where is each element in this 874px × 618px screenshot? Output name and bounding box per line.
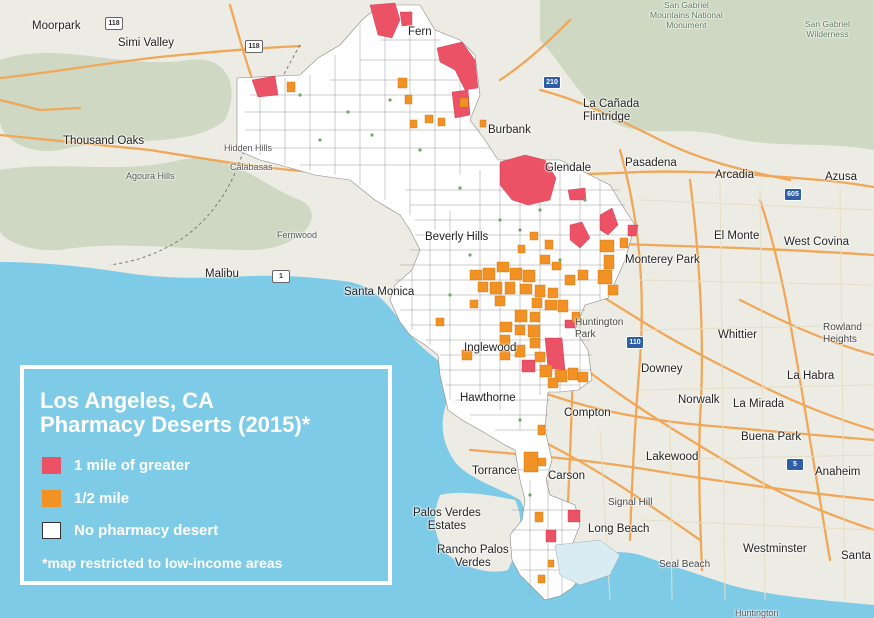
route-shield: 118 (105, 17, 123, 30)
place-label: Norwalk (678, 394, 720, 406)
legend-title-line2: Pharmacy Deserts (2015)* (40, 412, 311, 437)
place-label: Seal Beach (659, 559, 711, 570)
legend-label: 1/2 mile (74, 490, 130, 507)
route-shield: 5 (786, 458, 804, 471)
legend-swatch-half-mile (42, 490, 61, 507)
legend-title: Los Angeles, CA Pharmacy Deserts (2015)* (40, 389, 310, 437)
place-label: Monterey Park (625, 254, 700, 266)
place-label: Palos Verdes Estates (413, 507, 481, 533)
legend-label: 1 mile of greater (74, 457, 190, 474)
legend-item-one-mile: 1 mile of greater (42, 457, 190, 474)
place-label: Rowland Heights (823, 322, 862, 345)
place-label: Westminster (743, 543, 807, 555)
place-label: Buena Park (741, 431, 802, 443)
palos-verdes-land (434, 492, 521, 572)
map-legend: Los Angeles, CA Pharmacy Deserts (2015)*… (20, 365, 392, 585)
park-dots (298, 93, 587, 497)
place-label: Burbank (488, 124, 531, 136)
place-label: Malibu (205, 268, 239, 280)
place-label: Moorpark (32, 20, 81, 32)
legend-note: *map restricted to low-income areas (42, 555, 283, 571)
port-area (554, 539, 621, 586)
place-label: Santa (841, 550, 872, 562)
route-shield: 118 (245, 40, 263, 53)
place-label: Inglewood (464, 342, 517, 354)
route-shield: 210 (543, 76, 561, 89)
place-label: San Gabriel Mountains National Monument (650, 0, 723, 30)
place-label: Hawthorne (460, 392, 516, 404)
study-area (236, 4, 636, 601)
legend-swatch-one-mile (42, 457, 61, 474)
route-shield: 605 (784, 188, 802, 201)
place-label: Torrance (472, 465, 517, 477)
route-shield: 110 (626, 336, 644, 349)
place-label: Thousand Oaks (63, 135, 145, 147)
place-label: Carson (548, 470, 586, 482)
place-label: Rancho Palos Verdes (437, 544, 509, 570)
place-label: El Monte (714, 230, 760, 242)
place-label: Santa Monica (344, 286, 415, 298)
place-label: Calabasas (230, 162, 273, 172)
place-label: Glendale (545, 162, 592, 174)
place-label: Fern (408, 26, 432, 38)
hill-shading (0, 0, 874, 360)
place-label: Beverly Hills (425, 231, 489, 243)
place-label: Azusa (825, 171, 857, 183)
legend-title-line1: Los Angeles, CA (40, 388, 214, 413)
place-label: La Mirada (733, 398, 785, 410)
place-label: Downey (641, 363, 683, 375)
place-label: Long Beach (588, 523, 650, 535)
place-label: Whittier (718, 329, 757, 341)
place-label: Hidden Hills (224, 143, 273, 153)
place-label: West Covina (784, 236, 849, 248)
place-label: Pasadena (625, 157, 677, 169)
place-label: La Cañada Flintridge (583, 98, 640, 124)
place-label: Huntington (735, 608, 779, 618)
place-label: Compton (564, 407, 611, 419)
route-shield: 1 (272, 270, 290, 283)
place-label: Simi Valley (118, 37, 175, 49)
place-label: Agoura Hills (126, 171, 175, 181)
legend-label: No pharmacy desert (74, 522, 219, 539)
legend-swatch-no-desert (42, 522, 61, 539)
place-label: Signal Hill (608, 497, 653, 508)
place-label: Fernwood (277, 230, 318, 240)
place-label: Lakewood (646, 451, 699, 463)
place-label: Arcadia (715, 169, 754, 181)
desert-half-mile (286, 77, 629, 584)
place-label: Huntington Park (575, 317, 624, 340)
minor-roads (599, 179, 874, 601)
desert-one-mile (251, 2, 639, 543)
legend-item-no-desert: No pharmacy desert (42, 522, 218, 539)
legend-item-half-mile: 1/2 mile (42, 490, 129, 507)
place-label: San Gabriel Wilderness (805, 19, 850, 39)
place-label: La Habra (787, 370, 835, 382)
place-label: Anaheim (815, 466, 861, 478)
